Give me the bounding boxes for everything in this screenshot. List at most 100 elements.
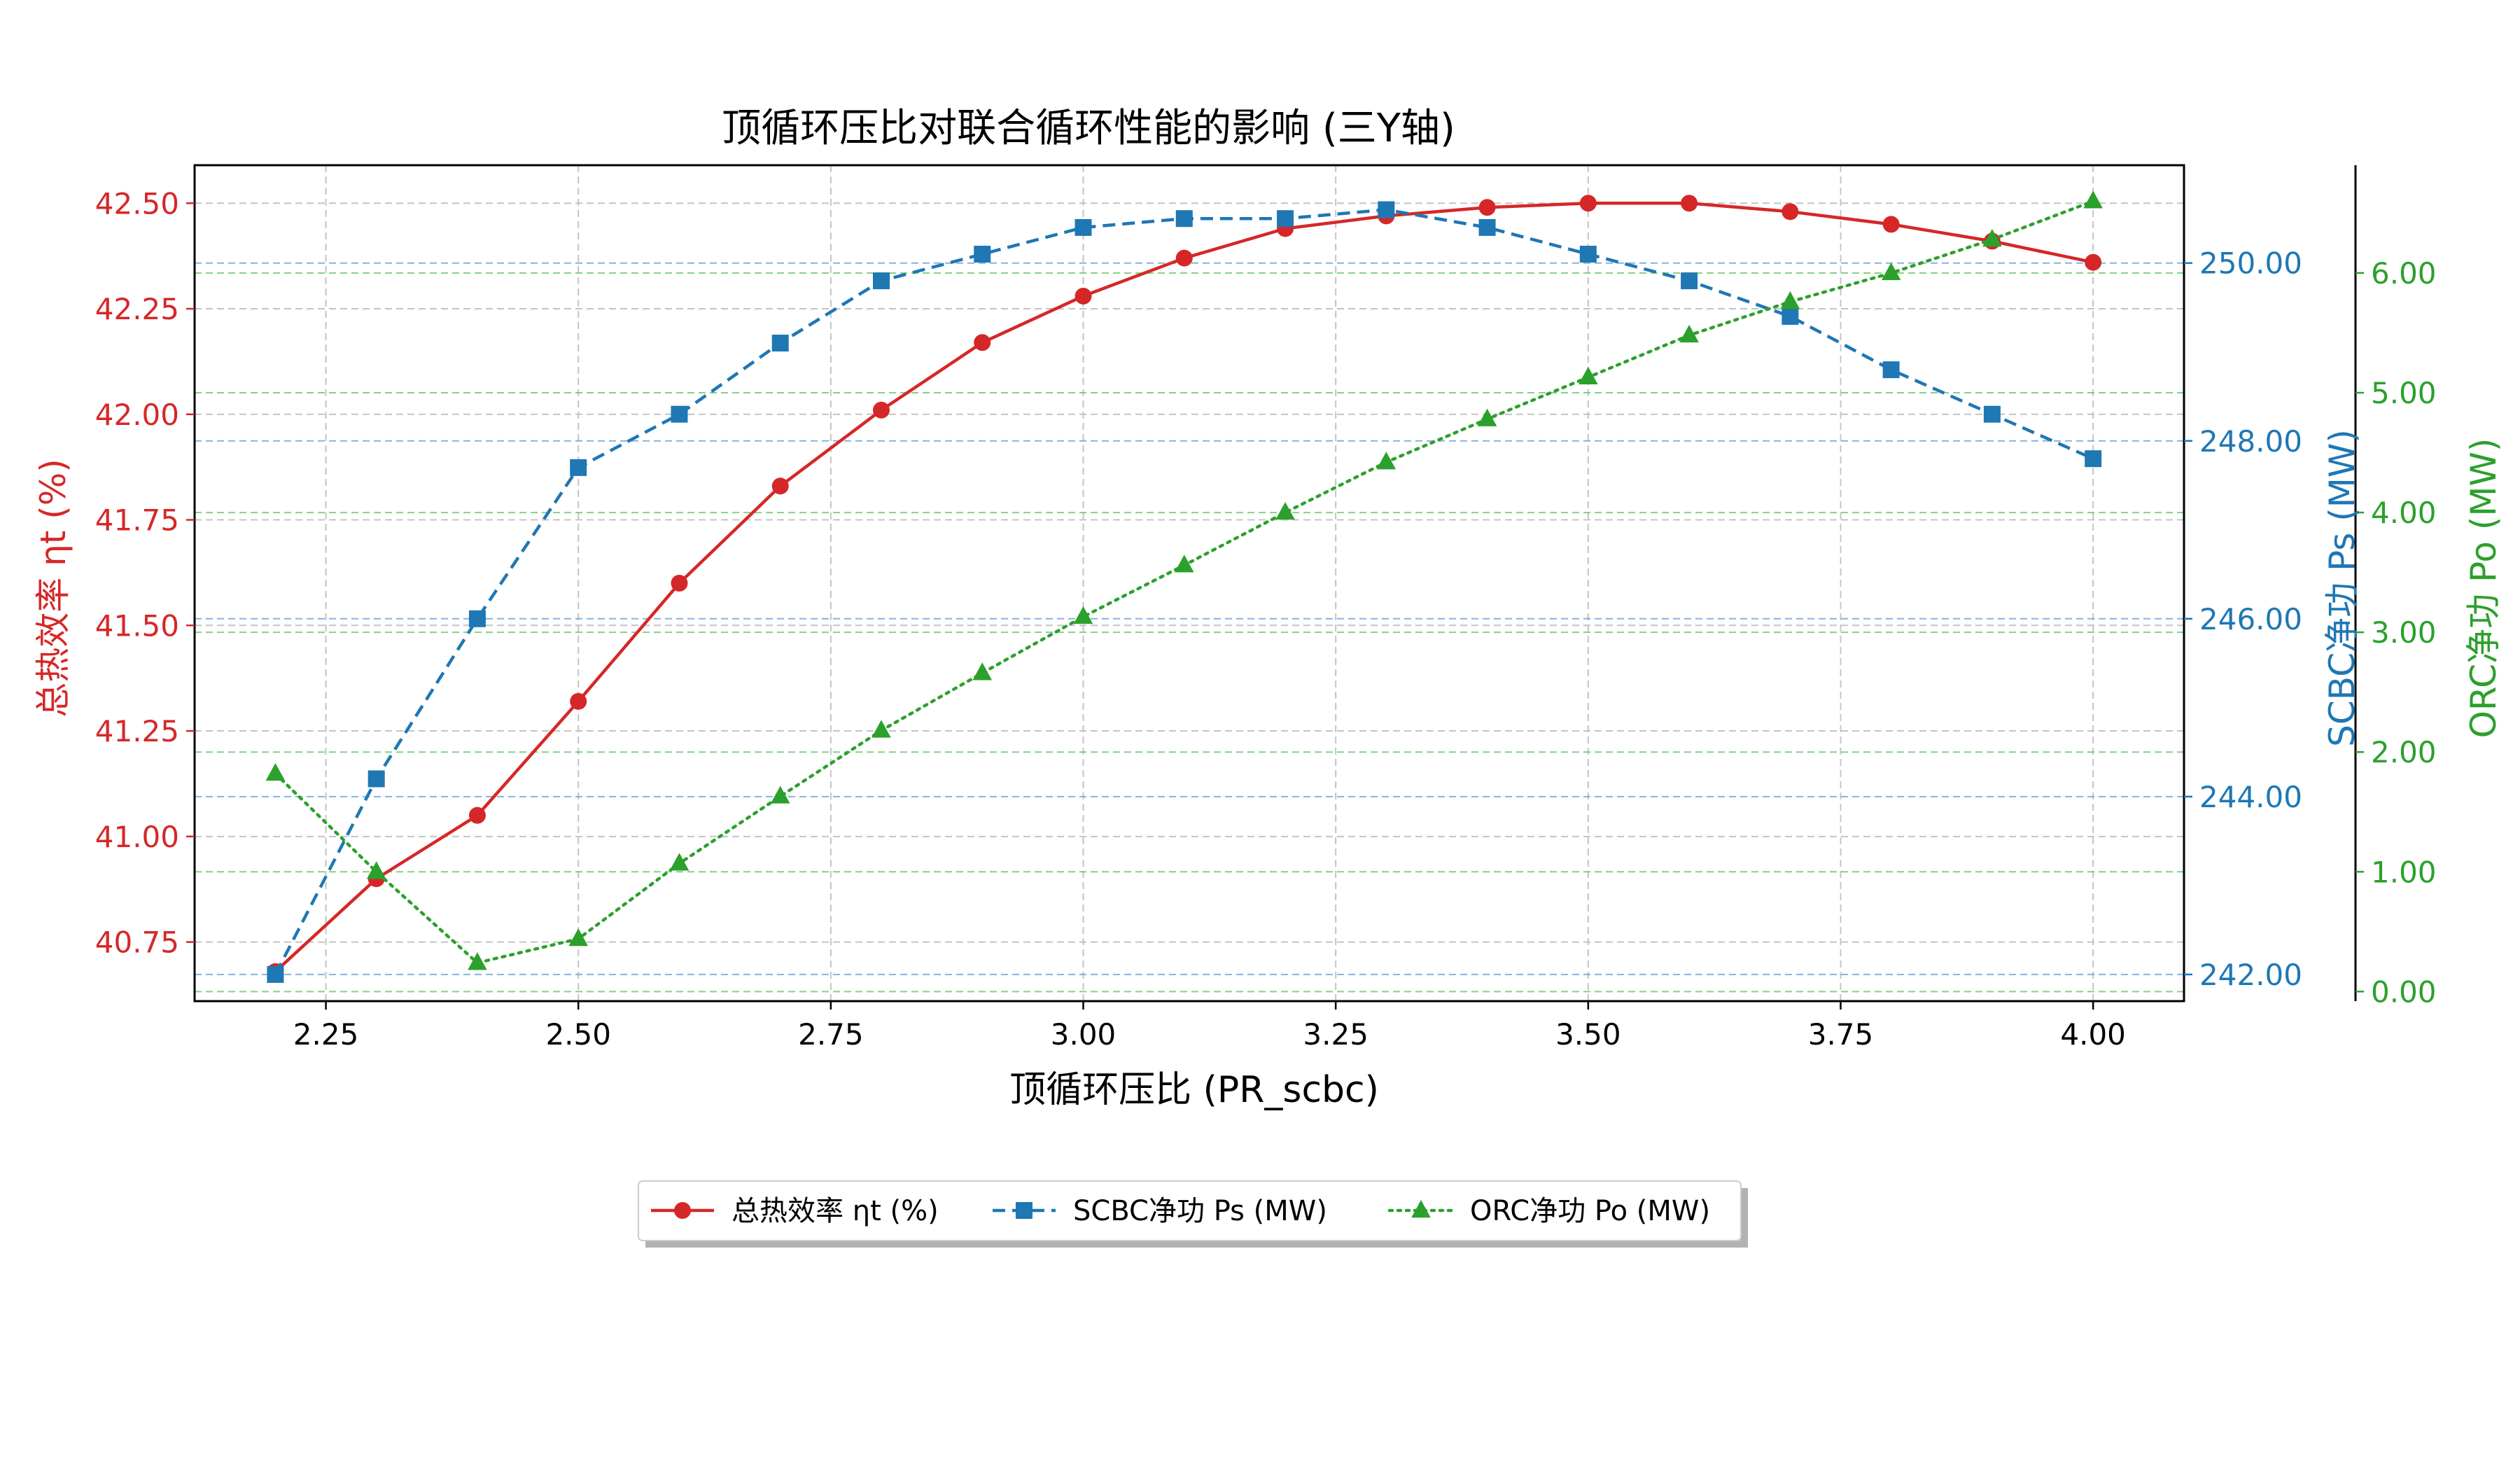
y2-tick-label: 246.00: [2199, 602, 2302, 636]
y1-tick-label: 42.00: [95, 398, 179, 432]
y1-tick-label: 41.75: [95, 503, 179, 538]
data-point-y2: [1478, 218, 1496, 236]
data-point-y1: [771, 477, 789, 495]
y3-tick-label: 2.00: [2371, 735, 2437, 769]
legend-label: SCBC净功 Ps (MW): [1073, 1195, 1327, 1227]
data-point-y3: [1174, 554, 1194, 573]
data-point-y2: [1681, 272, 1698, 290]
data-point-y2: [570, 459, 587, 476]
data-point-y3: [770, 786, 790, 804]
data-point-y3: [1780, 291, 1800, 309]
y2-tick-label: 250.00: [2199, 246, 2302, 281]
y3-tick-label: 5.00: [2371, 376, 2437, 410]
legend-item-y2: SCBC净功 Ps (MW): [993, 1195, 1327, 1227]
data-point-y1: [1782, 203, 1799, 221]
data-point-y2: [671, 405, 688, 423]
y2-tick-label: 248.00: [2199, 424, 2302, 459]
series-layer: [265, 190, 2103, 983]
y3-tick-label: 3.00: [2371, 615, 2437, 650]
y1-tick-label: 42.25: [95, 292, 179, 326]
x-axis-label: 顶循环压比 (PR_scbc): [1009, 1069, 1379, 1111]
data-point-y2: [468, 610, 486, 627]
data-point-y3: [2083, 190, 2103, 209]
data-point-y2: [267, 965, 284, 983]
data-point-y2: [1983, 405, 2001, 423]
data-point-y3: [366, 861, 386, 879]
data-point-y3: [972, 662, 993, 680]
data-point-y2: [1882, 361, 1900, 379]
y1-tick-label: 41.25: [95, 714, 179, 748]
y3-tick-label: 4.00: [2371, 496, 2437, 530]
data-point-y3: [872, 720, 891, 738]
data-point-y2: [1074, 218, 1092, 236]
data-point-y3: [1073, 606, 1093, 624]
legend-swatch-marker: [1411, 1200, 1431, 1218]
plot-frame: [193, 164, 2185, 1003]
x-tick-label: 2.75: [798, 1017, 864, 1052]
data-point-y1: [468, 807, 486, 824]
data-point-y3: [1982, 229, 2002, 247]
data-point-y1: [1478, 199, 1496, 216]
x-tick-label: 3.50: [1555, 1017, 1621, 1052]
x-tick-label: 2.50: [545, 1017, 611, 1052]
y1-axis-label: 总热效率 ηt (%): [33, 459, 74, 718]
data-point-y3: [568, 928, 589, 947]
y3-tick-label: 1.00: [2371, 855, 2437, 889]
legend-swatch-marker: [1016, 1202, 1032, 1219]
legend-item-y1: 总热效率 ηt (%): [651, 1195, 939, 1227]
y3-tick-label: 6.00: [2371, 256, 2437, 291]
chart-title: 顶循环压比对联合循环性能的影响 (三Y轴): [722, 106, 1455, 151]
y1-tick-label: 40.75: [95, 926, 179, 960]
data-point-y3: [1275, 502, 1295, 520]
data-point-y1: [872, 401, 890, 419]
y2-axis-label: SCBC净功 Ps (MW): [2322, 429, 2362, 747]
data-point-y1: [1074, 287, 1092, 305]
data-point-y2: [872, 272, 890, 290]
axis-layer: 2.25 2.50 2.75 3.00 3.25 3.50 3.75 4.00 40.75 41.…: [95, 165, 2437, 1052]
legend-box: [638, 1180, 1742, 1241]
series-y3: [265, 190, 2103, 970]
data-point-y3: [1881, 262, 1901, 281]
legend: 总热效率 ηt (%) SCBC净功 Ps (MW) ORC净功 Po (MW): [638, 1180, 1748, 1248]
legend-label: ORC净功 Po (MW): [1470, 1195, 1710, 1227]
data-point-y2: [1782, 307, 1799, 325]
data-point-y3: [1679, 324, 1699, 343]
data-point-y2: [974, 246, 991, 263]
data-point-y2: [2085, 450, 2102, 468]
x-tick-label: 3.25: [1303, 1017, 1368, 1052]
series-y2: [267, 201, 2102, 983]
data-point-y1: [1579, 195, 1597, 212]
x-tick-label: 4.00: [2060, 1017, 2126, 1052]
data-point-y1: [974, 334, 991, 351]
data-point-y2: [1277, 210, 1294, 228]
data-point-y2: [1579, 246, 1597, 263]
legend-label: 总热效率 ηt (%): [732, 1195, 939, 1227]
legend-item-y3: ORC净功 Po (MW): [1387, 1195, 1710, 1227]
data-point-y3: [1376, 452, 1396, 470]
data-point-y2: [1378, 201, 1395, 218]
data-point-y2: [771, 335, 789, 352]
y2-tick-label: 242.00: [2199, 958, 2302, 992]
y3-tick-label: 0.00: [2371, 975, 2437, 1009]
legend-swatch-marker: [674, 1202, 691, 1219]
x-tick-label: 3.00: [1051, 1017, 1116, 1052]
data-point-y3: [669, 853, 690, 871]
legend-items: 总热效率 ηt (%) SCBC净功 Ps (MW) ORC净功 Po (MW): [651, 1195, 1710, 1227]
y3-axis-label: ORC净功 Po (MW): [2463, 438, 2504, 739]
data-point-y1: [1681, 195, 1698, 212]
data-point-y1: [671, 575, 688, 592]
y2-tick-label: 244.00: [2199, 780, 2302, 814]
data-point-y1: [1175, 249, 1193, 267]
data-point-y2: [368, 770, 385, 788]
y1-tick-label: 41.00: [95, 820, 179, 854]
y1-tick-label: 42.50: [95, 186, 179, 221]
y1-tick-label: 41.50: [95, 608, 179, 643]
data-point-y1: [570, 692, 587, 710]
data-point-y1: [2085, 253, 2102, 271]
data-point-y1: [1882, 216, 1900, 233]
grid-layer: [195, 165, 2184, 1001]
data-point-y3: [1578, 366, 1598, 384]
